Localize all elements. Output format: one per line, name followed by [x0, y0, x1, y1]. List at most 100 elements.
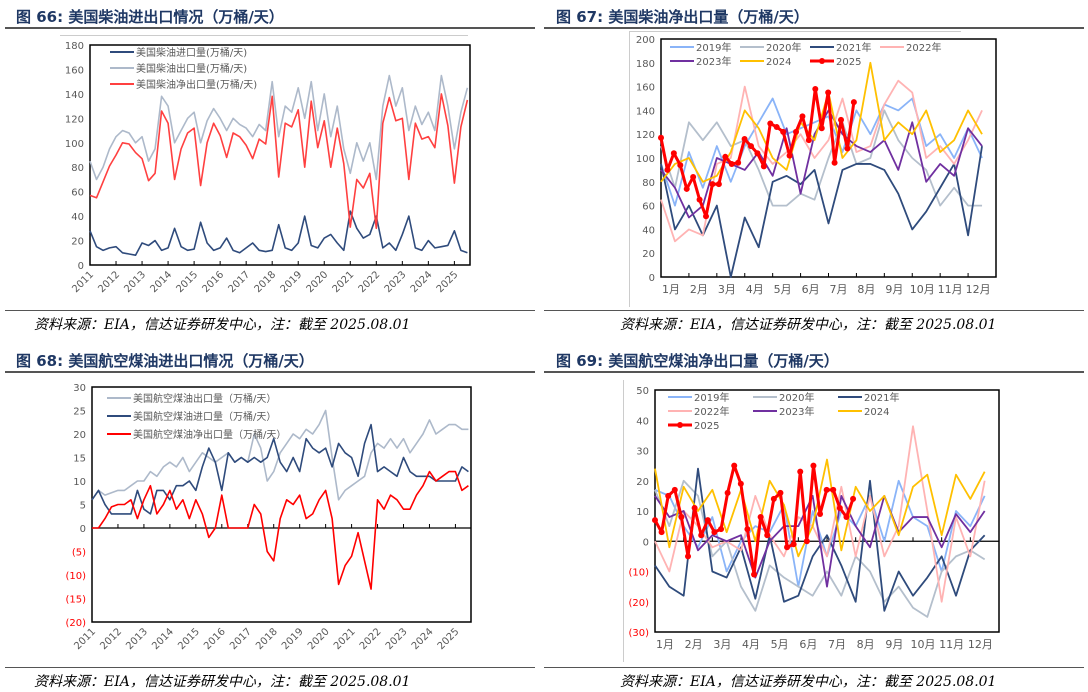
legend-label: 2019年: [696, 41, 731, 54]
data-point: [704, 517, 711, 524]
x-tick-label: 7月: [828, 638, 846, 651]
series-line-美国航空煤油进口量（万桶/天）: [91, 423, 469, 515]
y-tick-label: 80: [642, 178, 655, 189]
data-point: [731, 462, 738, 469]
series-line-美国航空煤油净出口量（万桶/天）: [92, 470, 469, 590]
data-point: [844, 145, 851, 152]
x-tick-label: 6月: [799, 638, 817, 651]
y-tick-label: (15): [65, 595, 86, 606]
y-tick-label: 60: [71, 188, 84, 199]
data-point: [658, 134, 664, 141]
y-tick-label: 20: [73, 430, 86, 441]
y-tick-label: 40: [636, 416, 649, 427]
x-tick-label: 2015: [176, 626, 202, 652]
y-tick-label: 0: [80, 524, 86, 535]
legend-label: 2025: [836, 57, 861, 68]
legend-label: 美国航空煤油进口量（万桶/天）: [133, 410, 276, 423]
x-tick-label: 2024: [410, 626, 436, 652]
data-point: [805, 137, 812, 144]
data-point: [767, 120, 774, 127]
x-tick-label: 2021: [331, 269, 357, 295]
data-point: [664, 166, 671, 173]
x-tick-label: 2017: [227, 269, 253, 295]
data-point: [751, 571, 758, 578]
legend-marker: [819, 58, 825, 64]
data-point: [799, 113, 806, 120]
legend-label: 2021年: [836, 41, 871, 54]
data-point: [760, 163, 767, 170]
x-tick-label: 2023: [383, 269, 409, 295]
x-tick-label: 2016: [202, 626, 228, 652]
legend-label: 美国航空煤油净出口量（万桶/天）: [133, 428, 286, 441]
y-tick-label: 60: [642, 202, 655, 213]
data-point: [818, 125, 825, 132]
divider: [5, 667, 535, 668]
legend-label: 美国柴油净出口量(万桶/天): [136, 78, 257, 91]
data-point: [754, 150, 761, 157]
series-line-2020年: [660, 109, 983, 207]
data-point: [709, 181, 716, 188]
source-note: 资料来源：EIA，信达证券研发中心，注：截至 2025.08.01: [620, 674, 997, 690]
source-note: 资料来源：EIA，信达证券研发中心，注：截至 2025.08.01: [34, 317, 411, 333]
y-tick-label: 0: [643, 537, 649, 548]
y-tick-label: 120: [65, 114, 84, 125]
y-tick-label: 100: [65, 139, 84, 150]
legend-label: 2020年: [766, 41, 801, 54]
x-tick-label: 2013: [124, 626, 150, 652]
data-point: [773, 124, 780, 131]
x-tick-label: 11月: [939, 638, 964, 651]
x-tick-label: 2月: [690, 283, 708, 296]
series-line-美国柴油净出口量(万桶/天): [89, 93, 469, 230]
y-tick-label: 100: [636, 154, 655, 165]
series-line-美国柴油出口量(万桶/天): [89, 74, 469, 181]
divider: [544, 27, 1084, 29]
y-tick-label: (20): [65, 618, 86, 629]
legend-marker: [677, 422, 683, 428]
data-point: [677, 162, 684, 169]
data-point: [691, 504, 698, 511]
legend-label: 2022年: [694, 405, 729, 418]
legend-label: 2023年: [779, 405, 814, 418]
data-point: [838, 116, 845, 123]
x-tick-label: 1月: [656, 638, 674, 651]
y-tick-label: 160: [636, 83, 655, 94]
y-tick-label: (30): [628, 628, 649, 639]
data-point: [678, 514, 685, 521]
data-point: [830, 486, 837, 493]
data-point: [793, 128, 800, 135]
y-tick-label: (5): [72, 548, 86, 559]
y-tick-label: 20: [636, 477, 649, 488]
legend-label: 2023年: [696, 55, 731, 68]
legend-label: 2019年: [694, 391, 729, 404]
data-point: [728, 160, 735, 167]
y-tick-label: 40: [71, 212, 84, 223]
x-tick-label: 9月: [885, 638, 903, 651]
x-tick-label: 2025: [436, 626, 462, 652]
x-tick-label: 2022: [358, 626, 384, 652]
y-tick-label: 200: [636, 35, 655, 46]
x-tick-label: 2018: [253, 269, 279, 295]
x-tick-label: 5月: [774, 283, 792, 296]
divider: [60, 35, 468, 36]
x-tick-label: 10月: [910, 283, 935, 296]
data-point: [831, 159, 838, 166]
data-point: [683, 185, 690, 192]
data-point: [777, 489, 784, 496]
data-point: [652, 517, 658, 524]
data-point: [658, 529, 665, 536]
x-tick-label: 2023: [384, 626, 410, 652]
data-point: [790, 541, 797, 548]
y-tick-label: 30: [73, 383, 86, 394]
x-tick-label: 2014: [148, 269, 174, 295]
y-tick-label: 140: [65, 90, 84, 101]
chart-1: 0 20 40 60 80 100 120 140 160 180 200 1月 2月 3月 4月 5月 6月 7…: [636, 35, 997, 296]
x-tick-label: 2017: [228, 626, 254, 652]
data-point: [665, 492, 672, 499]
divider: [544, 371, 1084, 373]
series-line-美国航空煤油出口量（万桶/天）: [91, 409, 469, 501]
series-line-美国柴油进口量(万桶/天): [89, 210, 468, 257]
data-point: [703, 213, 710, 220]
divider: [5, 27, 535, 29]
data-point: [817, 511, 824, 518]
